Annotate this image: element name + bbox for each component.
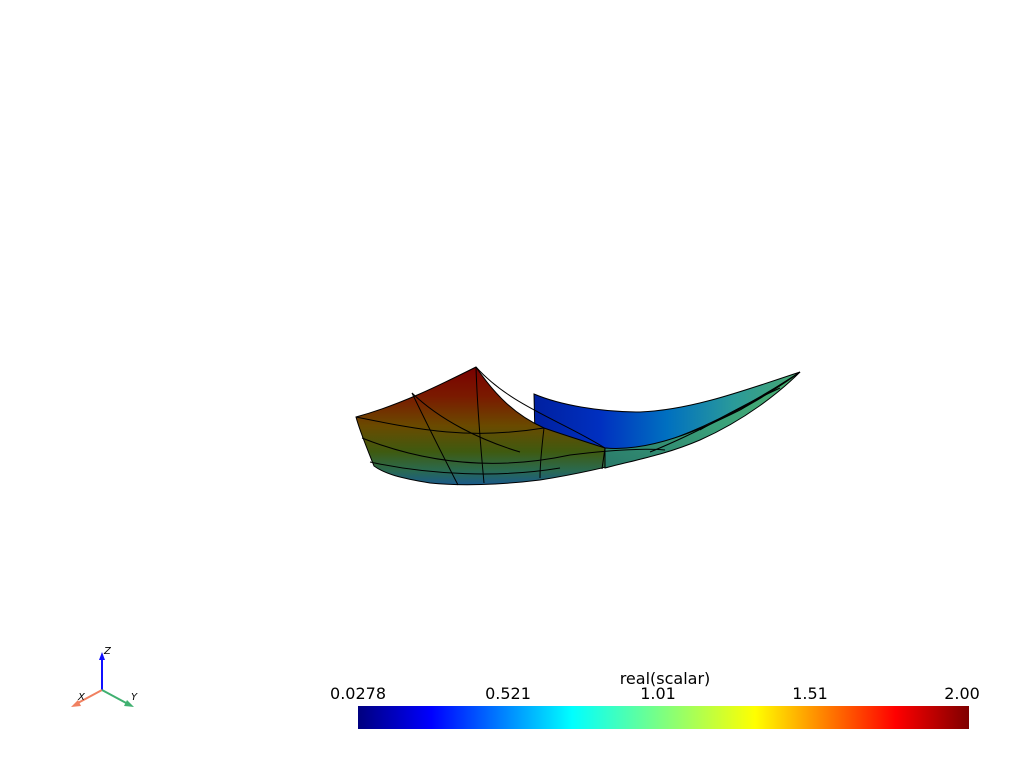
y-axis-label: Y bbox=[131, 692, 138, 703]
x-axis-line bbox=[75, 689, 103, 705]
colorbar-title: real(scalar) bbox=[619, 669, 711, 688]
colorbar-tick-label: 1.01 bbox=[640, 684, 676, 703]
z-axis-label: Z bbox=[103, 646, 112, 657]
colorbar-tick-label: 0.0278 bbox=[330, 684, 386, 703]
colorbar-tick-label: 1.51 bbox=[792, 684, 828, 703]
mesh-edges bbox=[355, 366, 801, 486]
colorbar-tick-label: 2.00 bbox=[944, 684, 980, 703]
x-axis-arrow bbox=[71, 700, 81, 707]
y-axis-arrow bbox=[124, 700, 134, 707]
orientation-axes: Z X Y bbox=[71, 646, 138, 707]
z-axis-arrow bbox=[99, 652, 105, 660]
colorbar-tick-label: 0.521 bbox=[485, 684, 531, 703]
y-axis-line bbox=[101, 689, 129, 705]
x-axis-label: X bbox=[77, 692, 86, 703]
colorbar-gradient bbox=[358, 706, 969, 729]
